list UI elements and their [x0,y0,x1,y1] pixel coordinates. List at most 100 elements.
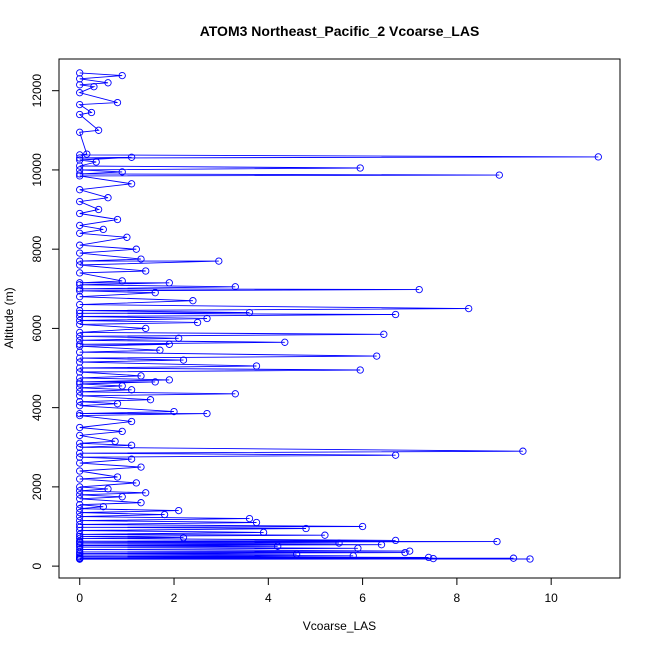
data-point [76,384,84,392]
data-point [111,437,119,445]
data-point [321,531,329,539]
data-point [380,330,388,338]
data-point [292,550,301,558]
data-point [356,366,364,374]
data-point [76,487,84,495]
data-point [76,411,84,420]
data-point [76,392,84,400]
data-point [391,451,400,459]
data-point [76,229,84,237]
data-point [76,261,84,269]
data-point [76,388,84,396]
data-point [203,314,211,323]
data-point [193,318,202,327]
data-point [401,548,409,557]
data-point [99,503,107,511]
data-point [76,336,84,344]
x-tick-label: 4 [265,591,272,605]
data-point [76,501,84,509]
data-point [113,215,122,224]
data-point [165,279,173,287]
data-point [302,524,310,533]
data-point [76,439,84,447]
data-point [160,510,169,519]
data-point [76,545,84,554]
data-point [391,536,400,545]
data-point [90,83,98,91]
data-point [76,491,84,499]
data-point [406,547,414,555]
data-point [104,485,112,493]
data-point [76,209,84,218]
data-point [127,441,136,449]
data-point [137,255,145,263]
data-point [495,171,503,179]
data-point [76,172,84,180]
data-point [156,346,164,354]
data-point [113,473,122,481]
data-point [76,309,84,317]
data-point [76,312,84,321]
data-point [76,154,84,162]
y-axis: 0 2000 4000 6000 8000 10000 12000 [30,74,60,569]
y-tick-label: 0 [30,562,44,569]
data-point [76,534,84,543]
data-point [76,443,84,451]
data-point [76,320,84,329]
data-point [252,518,261,527]
data-point [76,459,84,467]
data-point [76,453,84,461]
data-point [231,390,239,398]
data-series [76,69,602,563]
data-point [594,153,602,161]
data-point [137,499,145,507]
data-point [76,402,84,410]
x-tick-label: 8 [454,591,461,605]
data-point [76,483,84,491]
data-point [170,407,178,416]
data-point [493,537,501,546]
data-point [354,544,362,552]
data-point [118,493,126,501]
data-point [76,398,84,406]
data-point [151,289,159,297]
data-point [118,168,126,176]
data-point [189,297,197,305]
x-tick-label: 0 [76,591,83,605]
data-point [76,170,84,178]
data-point [76,328,84,337]
data-point [76,532,84,541]
data-point [76,151,84,159]
data-point [203,409,211,418]
data-point [76,505,84,513]
data-point [76,293,84,301]
data-point [142,324,150,333]
data-point [118,277,126,285]
data-point [92,158,100,166]
data-point [127,417,136,426]
data-point [76,467,84,475]
data-point [465,304,473,313]
y-tick-label: 8000 [30,235,44,262]
data-point [94,205,103,214]
y-axis-label: Altitude (m) [2,287,16,348]
data-point [146,396,155,404]
data-point [76,332,84,340]
data-point [76,555,84,563]
data-point [377,541,386,549]
y-tick-label: 10000 [30,153,44,187]
data-point [76,526,84,535]
y-tick-label: 12000 [30,74,44,108]
data-point [76,508,84,517]
data-point [76,100,84,109]
data-point [118,382,126,390]
data-point [519,447,527,455]
data-point [76,380,84,388]
data-point [76,269,84,277]
data-point [137,463,145,471]
data-point [76,523,84,531]
data-point [87,108,96,117]
data-point [76,475,84,483]
x-tick-label: 6 [359,591,366,605]
